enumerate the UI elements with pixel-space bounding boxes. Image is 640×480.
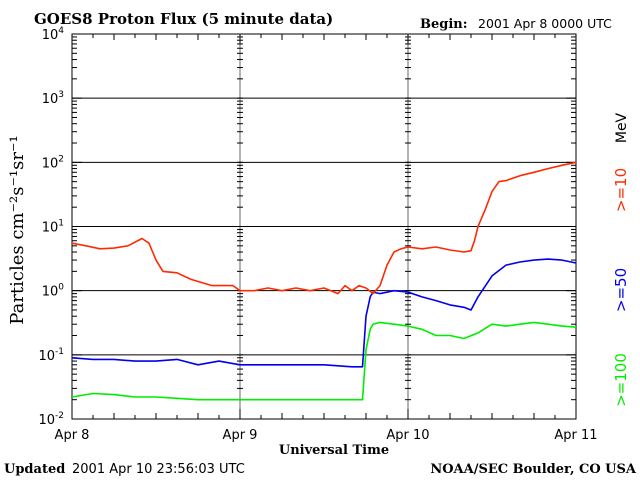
x-tick-label: Apr 9 bbox=[223, 428, 258, 443]
y-tick-label: 104 bbox=[42, 26, 65, 43]
series-line bbox=[71, 161, 577, 295]
y-axis-label: Particles cm⁻²s⁻¹sr⁻¹ bbox=[7, 135, 28, 324]
legend: >=10 >=50 >=100 bbox=[612, 168, 630, 407]
y-tick-label: 100 bbox=[42, 283, 65, 300]
axis-ticks bbox=[71, 34, 577, 420]
series-line bbox=[71, 258, 577, 368]
legend-entry: >=50 bbox=[612, 268, 630, 312]
series-line bbox=[71, 321, 577, 401]
begin-value: 2001 Apr 8 0000 UTC bbox=[478, 16, 612, 31]
legend-entry: >=100 bbox=[612, 353, 630, 407]
grid-lines bbox=[72, 34, 576, 419]
x-tick-label: Apr 8 bbox=[55, 428, 90, 443]
y-tick-label: 101 bbox=[42, 219, 64, 236]
begin-label: Begin: bbox=[420, 17, 468, 32]
updated-label: Updated bbox=[4, 462, 65, 477]
chart-title: GOES8 Proton Flux (5 minute data) bbox=[34, 10, 333, 28]
legend-entry: >=10 bbox=[612, 168, 630, 212]
x-tick-label: Apr 10 bbox=[386, 428, 429, 443]
y-tick-label: 10-1 bbox=[38, 347, 64, 364]
x-axis-label: Universal Time bbox=[279, 443, 389, 458]
x-tick-labels: Apr 8 Apr 9 Apr 10 Apr 11 bbox=[55, 428, 598, 443]
y-tick-label: 10-2 bbox=[38, 411, 64, 428]
y-tick-labels: 10-2 10-1 100 101 102 103 104 bbox=[38, 26, 64, 428]
credit: NOAA/SEC Boulder, CO USA bbox=[430, 462, 637, 477]
legend-unit-label: MeV bbox=[614, 112, 630, 143]
x-tick-label: Apr 11 bbox=[554, 428, 597, 443]
series-lines bbox=[71, 161, 577, 401]
y-tick-label: 102 bbox=[42, 154, 64, 171]
updated-value: 2001 Apr 10 23:56:03 UTC bbox=[72, 462, 245, 477]
y-tick-label: 103 bbox=[42, 90, 64, 107]
